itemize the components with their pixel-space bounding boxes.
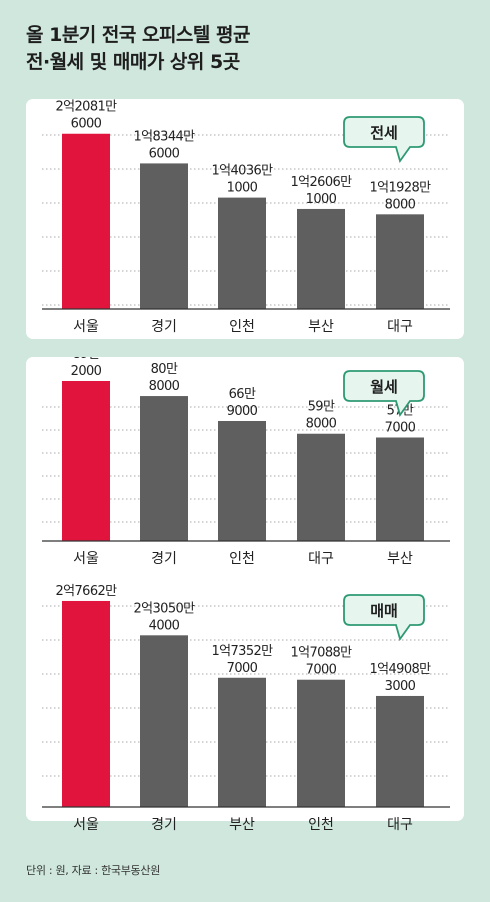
data-label: 6000	[71, 117, 102, 132]
panel-maemae: 2억7662만 2억3050만 4000 1억7352만 7000 1억7088만 7000…	[26, 581, 464, 833]
bar-서울	[62, 600, 110, 807]
data-label: 2억7662만	[55, 584, 117, 599]
data-label: 89만	[73, 357, 100, 362]
badge-bubble: 월세	[343, 370, 425, 418]
data-label: 2000	[71, 364, 102, 379]
x-tick-label: 경기	[151, 551, 177, 567]
data-label: 66만	[229, 387, 256, 402]
data-label: 1억2606만	[290, 175, 352, 190]
data-label: 1억8344만	[133, 129, 195, 144]
badge-shape	[343, 370, 425, 418]
title-line-2: 전·월세 및 매매가 상위 5곳	[26, 51, 240, 73]
x-tick-label: 부산	[387, 551, 413, 567]
data-label: 2억3050만	[133, 601, 195, 616]
data-label: 2억2081만	[55, 100, 117, 115]
data-label: 3000	[385, 679, 416, 694]
bar-부산	[297, 208, 345, 309]
x-tick-label: 대구	[308, 551, 334, 567]
data-label: 8000	[306, 417, 337, 432]
data-label: 7000	[306, 663, 337, 678]
x-tick-label: 인천	[229, 551, 255, 567]
data-label: 1억7088만	[290, 646, 352, 661]
bar-인천	[297, 679, 345, 807]
bar-경기	[140, 635, 188, 807]
chart-maemae: 2억7662만 2억3050만 4000 1억7352만 7000 1억7088만 7000…	[42, 584, 450, 833]
data-label: 59만	[308, 400, 335, 415]
data-label: 4000	[149, 618, 180, 633]
x-tick-label: 대구	[387, 817, 413, 833]
data-label: 7000	[385, 420, 416, 435]
x-tick-label: 서울	[73, 817, 99, 833]
x-tick-label: 서울	[73, 551, 99, 567]
data-label: 6000	[149, 146, 180, 161]
x-tick-label: 경기	[151, 319, 177, 335]
chart-title: 올 1분기 전국 오피스텔 평균 전·월세 및 매매가 상위 5곳	[26, 22, 466, 76]
badge-label: 월세	[370, 378, 398, 396]
panel-jeonse: 2억2081만 6000 1억8344만 6000 1억4036만 1000 1억2606만…	[26, 99, 464, 339]
data-label: 1억7352만	[211, 644, 273, 659]
bar-부산	[376, 437, 424, 541]
badge-bubble: 매매	[343, 594, 425, 642]
bar-부산	[218, 677, 266, 807]
bar-대구	[297, 433, 345, 541]
x-tick-label: 부산	[308, 319, 334, 335]
badge-shape	[343, 116, 425, 164]
source-note: 단위 : 원, 자료 : 한국부동산원	[26, 864, 161, 877]
data-label: 1000	[306, 192, 337, 207]
x-tick-label: 대구	[387, 319, 413, 335]
chart-wolse: 89만200080만800066만900059만800057만7000서울경기인…	[42, 357, 450, 567]
title-line-1: 올 1분기 전국 오피스텔 평균	[26, 24, 250, 46]
x-tick-label: 경기	[151, 817, 177, 833]
bar-서울	[62, 380, 110, 541]
x-tick-label: 부산	[229, 817, 255, 833]
x-tick-label: 인천	[229, 319, 255, 335]
panel-wolse: 89만200080만800066만900059만800057만7000서울경기인…	[26, 357, 464, 597]
data-label: 1억1928만	[369, 180, 431, 195]
bar-경기	[140, 396, 188, 541]
badge-label: 매매	[370, 602, 398, 620]
bar-인천	[218, 420, 266, 541]
data-label: 9000	[227, 404, 258, 419]
data-label: 80만	[151, 362, 178, 377]
x-tick-label: 서울	[73, 319, 99, 335]
bar-경기	[140, 163, 188, 309]
data-label: 1억4908만	[369, 662, 431, 677]
data-label: 8000	[385, 197, 416, 212]
data-label: 7000	[227, 661, 258, 676]
bar-서울	[62, 133, 110, 309]
badge-label: 전세	[370, 124, 398, 142]
badge-bubble: 전세	[343, 116, 425, 164]
bar-대구	[376, 214, 424, 309]
chart-jeonse: 2억2081만 6000 1억8344만 6000 1억4036만 1000 1억2606만…	[42, 100, 450, 335]
x-tick-label: 인천	[308, 817, 334, 833]
data-label: 1000	[227, 181, 258, 196]
data-label: 1억4036만	[211, 164, 273, 179]
badge-shape	[343, 594, 425, 642]
bar-인천	[218, 197, 266, 309]
bar-대구	[376, 695, 424, 807]
data-label: 8000	[149, 379, 180, 394]
